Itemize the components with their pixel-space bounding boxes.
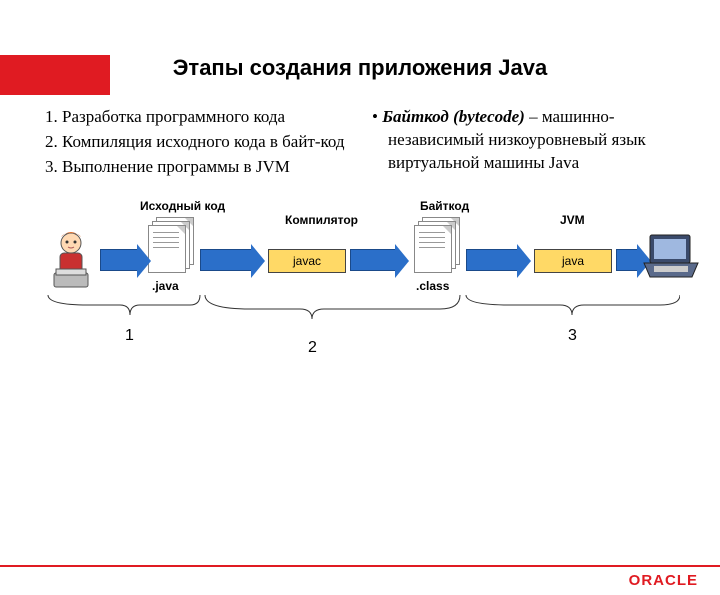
- label-bytecode: Байткод: [420, 199, 469, 213]
- arrow-javac-to-class: [350, 249, 396, 271]
- ext-class: .class: [416, 279, 449, 293]
- arrow-java-to-laptop: [616, 249, 638, 271]
- label-source: Исходный код: [140, 199, 225, 213]
- content-columns: Разработка программного кода Компиляция …: [40, 106, 680, 181]
- stage-num-3: 3: [568, 327, 577, 345]
- box-javac: javac: [268, 249, 346, 273]
- doc-bytecode: [414, 217, 462, 275]
- laptop-icon: [640, 233, 702, 281]
- stage-num-1: 1: [125, 327, 134, 345]
- arrow-source-to-javac: [200, 249, 252, 271]
- label-compiler: Компилятор: [285, 213, 358, 227]
- stage-braces: [40, 295, 680, 325]
- developer-icon: [46, 229, 96, 289]
- right-column: Байткод (bytecode) – машинно-независимый…: [370, 106, 680, 181]
- pipeline-diagram: Исходный код Компилятор Байткод JVM .jav…: [40, 199, 680, 359]
- bytecode-definition: Байткод (bytecode) – машинно-независимый…: [388, 106, 680, 175]
- box-java: java: [534, 249, 612, 273]
- arrow-dev-to-source: [100, 249, 138, 271]
- footer-divider: [0, 565, 720, 567]
- left-column: Разработка программного кода Компиляция …: [40, 106, 350, 181]
- step-2: Компиляция исходного кода в байт-код: [62, 131, 350, 154]
- label-jvm: JVM: [560, 213, 585, 227]
- ext-java: .java: [152, 279, 179, 293]
- term-bytecode: Байткод (bytecode): [382, 107, 525, 126]
- header-red-block: [0, 55, 110, 95]
- doc-source: [148, 217, 196, 275]
- oracle-logo: ORACLE: [629, 572, 698, 589]
- stage-num-2: 2: [308, 339, 317, 357]
- arrow-class-to-java: [466, 249, 518, 271]
- step-3: Выполнение программы в JVM: [62, 156, 350, 179]
- step-1: Разработка программного кода: [62, 106, 350, 129]
